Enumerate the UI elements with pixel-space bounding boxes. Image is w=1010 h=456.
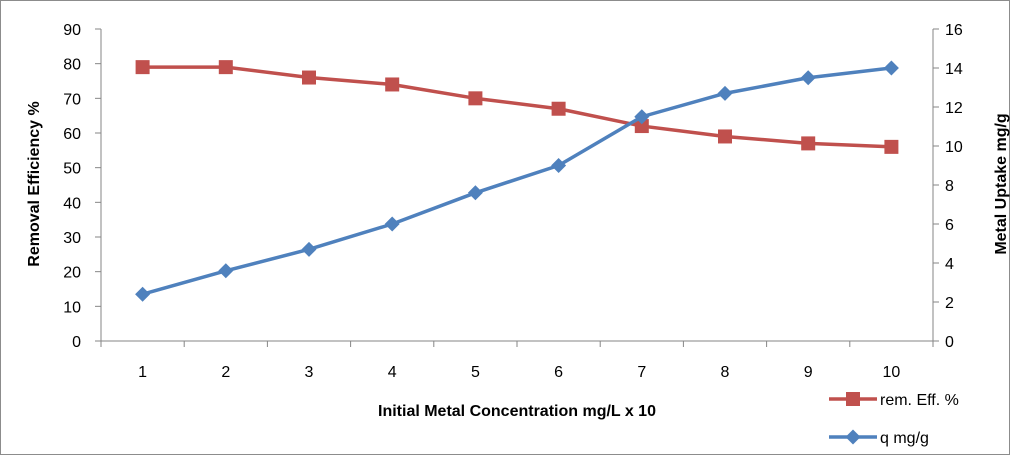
y-tick-label: 10 — [63, 299, 81, 316]
plot-layer — [135, 60, 899, 302]
x-tick-label: 3 — [305, 364, 314, 381]
x-tick-label: 7 — [637, 364, 646, 381]
y-tick-label: 80 — [63, 57, 81, 74]
data-point — [634, 119, 649, 134]
x-tick-label: 4 — [388, 364, 397, 381]
data-point — [717, 85, 733, 101]
series-line — [142, 65, 892, 149]
y-tick-label: 70 — [63, 91, 81, 108]
y2-tick-label: 6 — [945, 217, 954, 234]
y2-tick-label: 12 — [945, 100, 963, 117]
y-tick-label: 90 — [63, 22, 81, 39]
x-tick-label: 5 — [471, 364, 480, 381]
data-point — [718, 129, 732, 144]
y2-tick-label: 2 — [945, 295, 954, 312]
series-line — [142, 66, 892, 296]
legend-label: q mg/g — [880, 430, 929, 447]
y-tick-label: 0 — [72, 334, 81, 351]
x-tick-label: 1 — [138, 364, 147, 381]
y2-tick-label: 4 — [945, 256, 954, 273]
data-point — [884, 139, 899, 154]
y2-axis-title: Metal Uptake mg/g — [993, 113, 1010, 254]
data-point — [135, 286, 151, 302]
y-tick-label: 40 — [63, 195, 81, 212]
y-tick-label: 30 — [63, 230, 81, 247]
data-point — [302, 70, 316, 85]
data-point — [385, 77, 400, 92]
data-point — [135, 60, 150, 75]
y2-tick-label: 0 — [945, 334, 954, 351]
y-axis-title: Removal Efficiency % — [26, 101, 43, 266]
x-tick-label: 9 — [804, 364, 813, 381]
legend: rem. Eff. % q mg/g — [829, 392, 959, 447]
y-tick-label: 60 — [63, 126, 81, 143]
data-point — [218, 60, 233, 75]
data-point — [551, 101, 566, 116]
data-point — [634, 109, 650, 125]
data-point — [468, 91, 483, 106]
data-point — [883, 60, 899, 76]
data-point — [218, 263, 234, 279]
series-metal-uptake — [135, 60, 899, 302]
y-tick-label: 20 — [63, 265, 81, 282]
y2-tick-label: 16 — [945, 22, 963, 39]
y2-tick-label: 14 — [945, 61, 963, 78]
y-tick-label: 50 — [63, 161, 81, 178]
legend-item: q mg/g — [829, 429, 929, 447]
series-removal-efficiency — [135, 60, 899, 154]
x-tick-label: 8 — [721, 364, 730, 381]
y2-tick-label: 10 — [945, 139, 963, 156]
data-point — [384, 216, 400, 232]
legend-marker — [845, 429, 861, 445]
data-point — [467, 185, 483, 201]
data-point — [551, 158, 567, 173]
legend-marker — [846, 392, 860, 406]
data-point — [800, 70, 816, 86]
data-point — [301, 241, 317, 257]
x-tick-label: 6 — [554, 364, 563, 381]
legend-label: rem. Eff. % — [880, 392, 959, 409]
x-tick-label: 2 — [221, 364, 230, 381]
data-point — [801, 136, 816, 151]
x-tick-label: 10 — [883, 364, 901, 381]
x-axis-title: Initial Metal Concentration mg/L x 10 — [378, 403, 656, 420]
legend-item: rem. Eff. % — [829, 392, 959, 409]
y2-tick-label: 8 — [945, 178, 954, 195]
